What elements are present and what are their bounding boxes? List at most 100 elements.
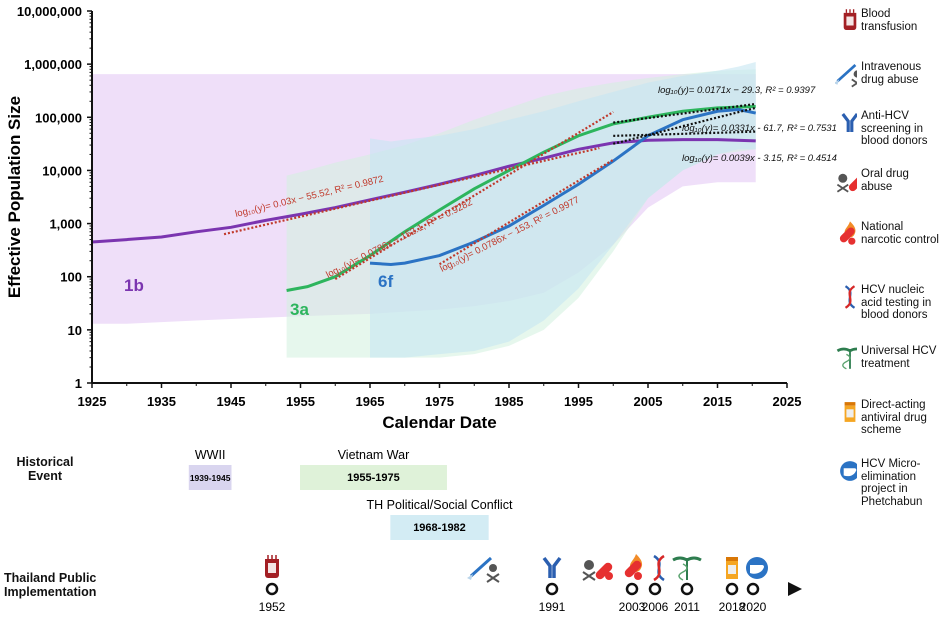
dna-icon (653, 554, 665, 582)
series-line-3a (286, 104, 756, 292)
pill-bottle-icon-svg (844, 402, 856, 422)
icon-part (582, 571, 596, 581)
x-tick-label: 1925 (78, 394, 107, 409)
syringe-skull-icon (467, 556, 500, 583)
icon-part (851, 78, 857, 88)
antibody-icon-svg (841, 113, 857, 133)
legend-item: National narcotic control (835, 221, 939, 246)
historical-event-range: 1955-1975 (347, 472, 400, 484)
legend-item-label: HCV Micro-elimination project in Phetcha… (861, 458, 923, 508)
timeline-marker (545, 582, 559, 596)
caduceus-icon (835, 347, 857, 370)
flame-pills-icon (835, 221, 857, 245)
icon-part (842, 353, 851, 370)
icon-part (728, 565, 736, 574)
icon-part (268, 563, 276, 573)
timeline-marker (725, 582, 739, 596)
caduceus-icon-svg (836, 347, 857, 370)
timeline-arrow-icon (788, 582, 802, 596)
timeline-marker (746, 582, 760, 596)
dna-icon (835, 285, 857, 309)
x-tick-label: 1955 (286, 394, 315, 409)
x-tick-label: 1965 (356, 394, 385, 409)
legend-item-label: Universal HCV treatment (861, 345, 937, 370)
timeline-year: 2003 (619, 600, 646, 614)
liver-icon (840, 461, 857, 481)
historical-event-row-label: Historical Event (16, 455, 74, 483)
legend-item-label: Intravenous drug abuse (861, 61, 922, 86)
timeline-year: 1991 (539, 600, 566, 614)
antibody-icon (835, 112, 857, 134)
icon-part (836, 347, 857, 353)
antibody-icon (841, 113, 857, 133)
legend-item: HCV nucleic acid testing in blood donors (835, 284, 939, 322)
liver-icon (835, 460, 857, 482)
flame-pills-icon (839, 221, 856, 245)
caduceus-icon (672, 556, 702, 581)
icon-part (846, 16, 854, 26)
antibody-icon (542, 556, 562, 578)
timeline-row-label: Thailand Public Implementation (4, 571, 97, 599)
icon-part (839, 227, 855, 243)
pill-bottle-icon (835, 401, 857, 423)
x-axis-label: Calendar Date (382, 413, 496, 432)
icon-part (853, 70, 857, 78)
icon-part (844, 285, 856, 309)
x-tick-label: 2005 (634, 394, 663, 409)
timeline-year: 2020 (740, 600, 767, 614)
legend-item: Direct-acting antiviral drug scheme (835, 399, 939, 437)
trendline (438, 158, 614, 266)
pill-bottle-icon (844, 402, 856, 422)
skull-pills-icon (836, 173, 857, 193)
liver-icon (746, 557, 768, 579)
x-tick-label: 2025 (773, 394, 802, 409)
x-tick-label: 1975 (425, 394, 454, 409)
y-tick-label: 1,000 (49, 217, 82, 232)
trendline-label: log₁₀(y)= 0.0039x - 3.15, R² = 0.4514 (682, 153, 837, 164)
icon-part (838, 173, 848, 183)
icon-part (835, 79, 840, 85)
series-line-6f (369, 108, 757, 266)
icon-part (843, 468, 857, 477)
dna-icon-svg (844, 285, 856, 309)
y-axis-label: Effective Population Size (5, 96, 24, 298)
trendline (612, 106, 756, 145)
y-tick-label: 1 (75, 376, 82, 391)
x-tick-label: 2015 (703, 394, 732, 409)
syringe-skull-icon (835, 63, 857, 88)
flame-pills-icon-svg (839, 221, 856, 245)
y-tick-label: 1,000,000 (24, 57, 82, 72)
legend-item-label: Anti-HCV screening in blood donors (861, 110, 928, 147)
timeline-year: 2011 (674, 600, 700, 614)
icon-part (624, 560, 642, 578)
icon-part (653, 554, 665, 582)
legend-item: Blood transfusion (835, 8, 939, 33)
skull-pills-icon-svg (836, 173, 857, 193)
historical-event-box (300, 465, 447, 490)
trendline (223, 147, 600, 236)
y-tick-label: 10,000 (42, 163, 82, 178)
timeline-year: 1952 (259, 600, 286, 614)
skull-pills-icon (582, 560, 613, 581)
icon-part (542, 556, 562, 578)
icon-part (836, 63, 857, 83)
dna-icon (844, 285, 856, 309)
historical-event-name: WWII (195, 448, 226, 462)
icon-part (584, 560, 594, 570)
icon-part (844, 402, 856, 406)
x-tick-label: 1945 (217, 394, 246, 409)
legend-item: Anti-HCV screening in blood donors (835, 110, 939, 148)
icon-part (486, 573, 500, 583)
timeline-marker (265, 582, 279, 596)
trendline-label: log₁₀(y)= 0.0331x - 61.7, R² = 0.7531 (682, 123, 837, 134)
x-tick-label: 1985 (495, 394, 524, 409)
legend-item-label: Direct-acting antiviral drug scheme (861, 399, 927, 436)
y-tick-label: 100,000 (35, 110, 82, 125)
icon-part (605, 572, 613, 580)
series-label-1b: 1b (124, 276, 144, 295)
series-label-6f: 6f (378, 272, 394, 291)
historical-event-name: TH Political/Social Conflict (367, 498, 513, 512)
icon-part (845, 9, 855, 13)
pill-bottle-icon (726, 557, 738, 579)
legend-item-label: Oral drug abuse (861, 168, 909, 193)
